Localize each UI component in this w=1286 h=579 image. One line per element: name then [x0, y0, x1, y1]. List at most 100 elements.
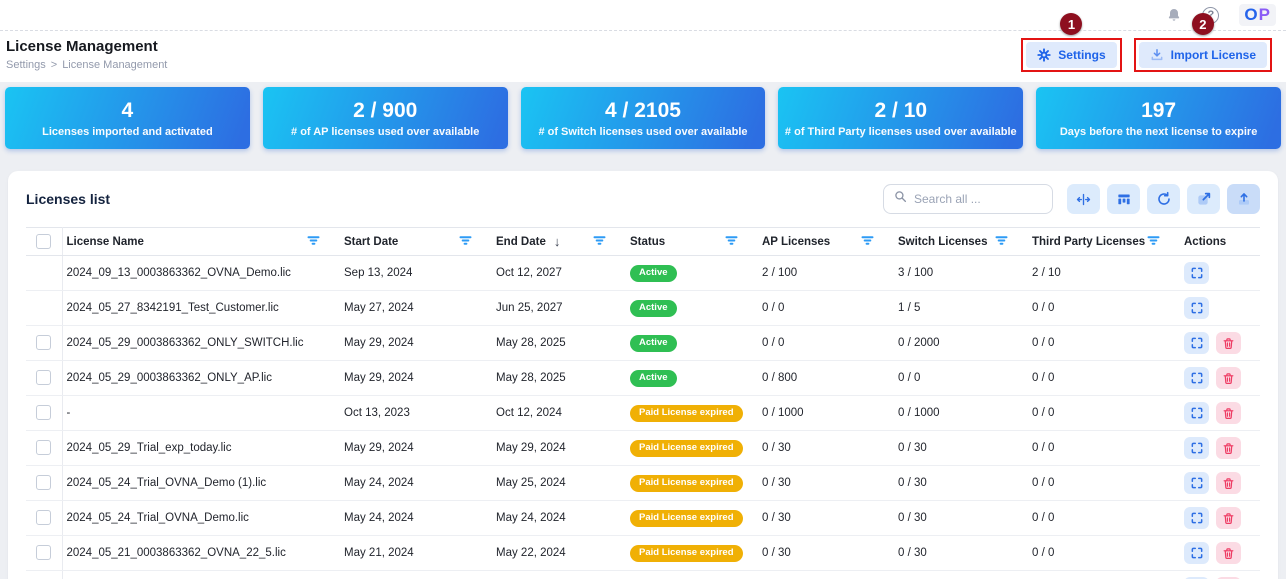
stat-card-label: # of Switch licenses used over available: [538, 125, 748, 138]
import-license-button[interactable]: Import License: [1138, 42, 1267, 68]
third-party-licenses-cell: 0 / 0: [1028, 290, 1180, 326]
import-license-button-label: Import License: [1170, 48, 1256, 62]
expand-row-button[interactable]: [1184, 437, 1209, 459]
third-party-licenses-cell: 2 / 10: [1028, 255, 1180, 291]
end-date-cell: Jun 25, 2027: [492, 290, 626, 326]
third-party-licenses-cell: 0 / 0: [1028, 395, 1180, 431]
switch-licenses-cell: 0 / 1000: [894, 395, 1028, 431]
breadcrumb-settings[interactable]: Settings: [6, 59, 46, 71]
filter-icon[interactable]: [307, 235, 320, 249]
filter-icon[interactable]: [725, 235, 738, 249]
table-row: 2024_09_13_0003863362_OVNA_Demo.lic Sep …: [26, 255, 1260, 291]
sort-desc-arrow[interactable]: ↓: [553, 234, 561, 249]
delete-row-button[interactable]: [1216, 402, 1241, 424]
license-name-cell: 2024_05_27_8342191_Test_Customer.lic: [62, 290, 340, 326]
settings-button-label: Settings: [1058, 48, 1106, 62]
breadcrumb: Settings > License Management: [6, 59, 167, 71]
export-button[interactable]: [1187, 184, 1220, 214]
filter-icon[interactable]: [995, 235, 1008, 249]
expand-row-button[interactable]: [1184, 332, 1209, 354]
row-checkbox[interactable]: [36, 370, 52, 386]
brand-logo[interactable]: OP: [1239, 4, 1276, 26]
row-checkbox[interactable]: [36, 545, 52, 561]
expand-row-button[interactable]: [1184, 297, 1209, 319]
upload-button[interactable]: [1227, 184, 1260, 214]
search-box[interactable]: [883, 184, 1053, 214]
expand-row-button[interactable]: [1184, 472, 1209, 494]
switch-licenses-cell: 1 / 5: [894, 290, 1028, 326]
switch-licenses-cell: 0 / 30: [894, 430, 1028, 466]
delete-row-button[interactable]: [1216, 437, 1241, 459]
settings-button[interactable]: Settings: [1026, 42, 1117, 68]
license-name-cell: 2024_05_29_0003863362_ONLY_AP.lic: [62, 360, 340, 396]
filter-icon[interactable]: [1147, 235, 1160, 249]
filter-icon[interactable]: [861, 235, 874, 249]
delete-row-button[interactable]: [1216, 332, 1241, 354]
delete-row-button[interactable]: [1216, 367, 1241, 389]
license-name-cell: 2024_05_24_Trial_OVNA_Demo.lic: [62, 500, 340, 536]
delete-row-button[interactable]: [1216, 577, 1241, 579]
column-header-switch-licenses[interactable]: Switch Licenses: [894, 227, 1028, 256]
table-columns-button[interactable]: [1107, 184, 1140, 214]
end-date-cell: Apr 08, 2024: [492, 570, 626, 579]
end-date-cell: May 29, 2024: [492, 430, 626, 466]
stat-card-label: # of AP licenses used over available: [291, 125, 480, 138]
stat-card-label: Licenses imported and activated: [42, 125, 213, 138]
licenses-table: License Name Start Date End Date ↓ Status…: [26, 227, 1260, 579]
third-party-licenses-cell: 0 / 0: [1028, 430, 1180, 466]
ap-licenses-cell: 0 / 30: [758, 500, 894, 536]
license-name-cell: 2024_05_29_Trial_exp_today.lic: [62, 430, 340, 466]
column-header-status[interactable]: Status: [626, 227, 758, 256]
row-checkbox[interactable]: [36, 405, 52, 421]
switch-licenses-cell: 0 / 2000: [894, 325, 1028, 361]
column-header-third-party-licenses[interactable]: Third Party Licenses: [1028, 227, 1180, 256]
end-date-cell: May 28, 2025: [492, 360, 626, 396]
end-date-cell: Oct 12, 2024: [492, 395, 626, 431]
ap-licenses-cell: 0 / 30: [758, 535, 894, 571]
annotation-step-2-badge: 2: [1191, 13, 1214, 35]
start-date-cell: May 29, 2024: [340, 360, 492, 396]
stat-card: 2 / 900 # of AP licenses used over avail…: [262, 87, 508, 149]
status-badge: Paid License expired: [630, 509, 743, 527]
filter-icon[interactable]: [459, 235, 472, 249]
column-header-end-date[interactable]: End Date ↓: [492, 227, 626, 256]
delete-row-button[interactable]: [1216, 507, 1241, 529]
start-date-cell: Sep 13, 2024: [340, 255, 492, 291]
row-checkbox[interactable]: [36, 440, 52, 456]
gear-icon: [1037, 48, 1051, 62]
refresh-button[interactable]: [1147, 184, 1180, 214]
status-badge: Active: [630, 369, 677, 387]
column-header-ap-licenses[interactable]: AP Licenses: [758, 227, 894, 256]
row-checkbox[interactable]: [36, 475, 52, 491]
stat-card-label: # of Third Party licenses used over avai…: [784, 125, 1017, 138]
expand-row-button[interactable]: [1184, 402, 1209, 424]
search-input[interactable]: [914, 192, 1042, 206]
page-header: License Management Settings > License Ma…: [0, 13, 1286, 82]
expand-row-button[interactable]: [1184, 577, 1209, 579]
column-header-start-date[interactable]: Start Date: [340, 227, 492, 256]
notifications-bell-icon[interactable]: [1166, 7, 1182, 23]
column-header-actions: Actions: [1180, 227, 1260, 256]
expand-row-button[interactable]: [1184, 262, 1209, 284]
status-badge: Paid License expired: [630, 544, 743, 562]
delete-row-button[interactable]: [1216, 472, 1241, 494]
expand-row-button[interactable]: [1184, 507, 1209, 529]
expand-row-button[interactable]: [1184, 542, 1209, 564]
table-row: 2024_05_29_0003863362_ONLY_AP.lic May 29…: [26, 360, 1260, 396]
expand-row-button[interactable]: [1184, 367, 1209, 389]
column-header-license-name[interactable]: License Name: [62, 227, 340, 256]
select-all-checkbox[interactable]: [36, 234, 52, 249]
stat-card: 4 Licenses imported and activated: [5, 87, 250, 149]
third-party-licenses-cell: 0 / 0: [1028, 465, 1180, 501]
table-row: 2024_05_29_0003863362_ONLY_SWITCH.lic Ma…: [26, 325, 1260, 361]
annotation-box-2: 2 Import License: [1133, 13, 1272, 72]
end-date-cell: May 22, 2024: [492, 535, 626, 571]
filter-icon[interactable]: [593, 235, 606, 249]
delete-row-button[interactable]: [1216, 542, 1241, 564]
table-row: 2024_05_24_Trial_OVNA_Demo (1).lic May 2…: [26, 465, 1260, 501]
ap-licenses-cell: 0 / 30: [758, 430, 894, 466]
column-resize-button[interactable]: [1067, 184, 1100, 214]
table-row: - Oct 13, 2023 Oct 12, 2024 Paid License…: [26, 395, 1260, 431]
row-checkbox[interactable]: [36, 335, 52, 351]
row-checkbox[interactable]: [36, 510, 52, 526]
